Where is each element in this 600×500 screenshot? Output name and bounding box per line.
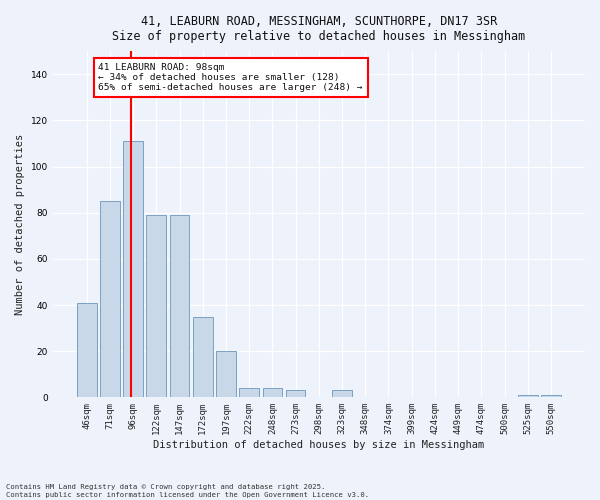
Bar [518,395,538,398]
Bar [170,215,190,398]
Text: 41 LEABURN ROAD: 98sqm
← 34% of detached houses are smaller (128)
65% of semi-de: 41 LEABURN ROAD: 98sqm ← 34% of detached… [98,62,363,92]
Y-axis label: Number of detached properties: Number of detached properties [15,134,25,315]
Bar [263,388,282,398]
Title: 41, LEABURN ROAD, MESSINGHAM, SCUNTHORPE, DN17 3SR
Size of property relative to : 41, LEABURN ROAD, MESSINGHAM, SCUNTHORPE… [112,15,526,43]
Bar [541,395,561,398]
Bar [77,302,97,398]
Text: Contains HM Land Registry data © Crown copyright and database right 2025.
Contai: Contains HM Land Registry data © Crown c… [6,484,369,498]
Bar [216,351,236,398]
Bar [193,316,212,398]
Bar [146,215,166,398]
Bar [332,390,352,398]
Bar [239,388,259,398]
Bar [123,141,143,398]
Bar [100,201,120,398]
X-axis label: Distribution of detached houses by size in Messingham: Distribution of detached houses by size … [153,440,484,450]
Bar [286,390,305,398]
